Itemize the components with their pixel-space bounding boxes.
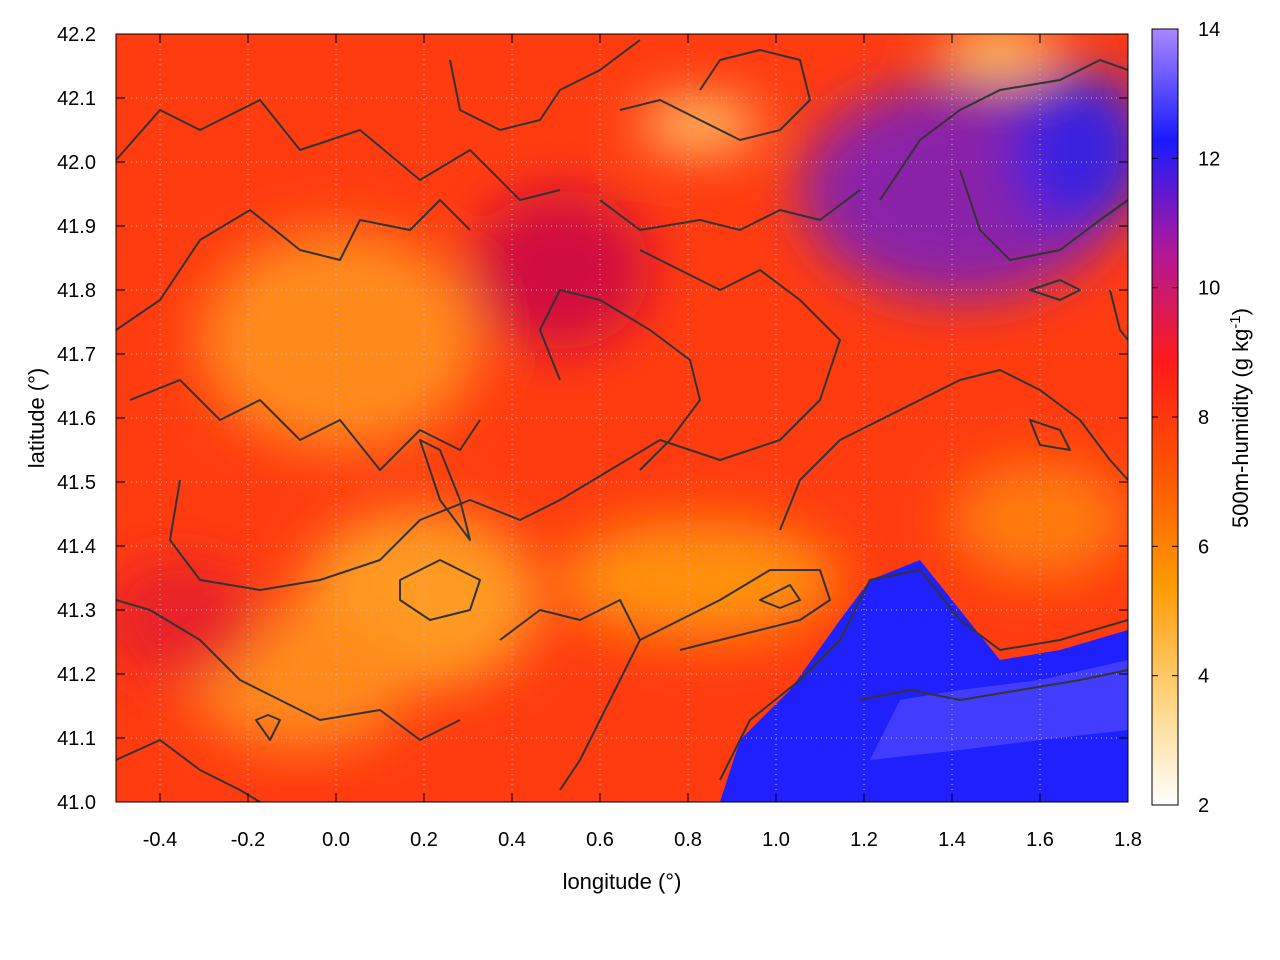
contour-line bbox=[719, 569, 1128, 781]
contour-line bbox=[779, 369, 1128, 531]
colorbar-title-end: ) bbox=[1228, 308, 1253, 315]
contour-line bbox=[116, 739, 261, 802]
y-tick-label: 42.2 bbox=[57, 24, 96, 46]
contour-line bbox=[116, 199, 471, 331]
contour-line bbox=[116, 599, 461, 741]
x-tick-label: 1.4 bbox=[938, 829, 966, 851]
y-tick-label: 41.3 bbox=[57, 600, 96, 622]
contour-line bbox=[759, 584, 801, 609]
colorbar: 2 4 6 8 10 12 14 500m-humidity (g kg-1) bbox=[1151, 19, 1253, 817]
x-tick-label: 0.2 bbox=[410, 829, 438, 851]
dry-patch bbox=[940, 34, 1060, 75]
colorbar-tick-label: 4 bbox=[1198, 666, 1209, 688]
y-tick-label: 41.1 bbox=[57, 728, 96, 750]
y-axis-title: latitude (°) bbox=[24, 368, 49, 469]
contour-line bbox=[959, 169, 1128, 261]
y-tick-label: 41.2 bbox=[57, 664, 96, 686]
terrain-contours bbox=[116, 39, 1128, 802]
moist-patch bbox=[1010, 70, 1128, 230]
y-tick-label: 41.5 bbox=[57, 472, 96, 494]
contour-line bbox=[129, 379, 481, 471]
y-tick-label: 42.0 bbox=[57, 152, 96, 174]
contour-line bbox=[599, 189, 861, 231]
y-tick-label: 41.9 bbox=[57, 216, 96, 238]
dry-patch bbox=[950, 460, 1128, 580]
dry-patch bbox=[560, 520, 840, 640]
x-tick-label: -0.2 bbox=[231, 829, 265, 851]
x-axis: -0.4 -0.2 0.0 0.2 0.4 0.6 0.8 1.0 1.2 1.4 1.6 1.8 bbox=[143, 34, 1142, 851]
x-tick-label: 1.2 bbox=[850, 829, 878, 851]
y-tick-label: 41.6 bbox=[57, 408, 96, 430]
contour-line bbox=[399, 559, 481, 621]
y-tick-label: 41.4 bbox=[57, 536, 96, 558]
contour-line bbox=[539, 289, 701, 471]
moist-patch bbox=[116, 560, 260, 680]
contour-line bbox=[116, 99, 561, 201]
colorbar-tick-label: 10 bbox=[1198, 278, 1220, 300]
x-tick-label: 0.8 bbox=[674, 829, 702, 851]
dry-patch bbox=[640, 100, 760, 150]
y-tick-label: 41.8 bbox=[57, 280, 96, 302]
contour-line bbox=[255, 714, 281, 741]
colorbar-tick-label: 8 bbox=[1198, 407, 1209, 429]
colorbar-tick-label: 14 bbox=[1198, 19, 1220, 41]
contour-line bbox=[449, 39, 641, 131]
x-tick-label: 0.0 bbox=[322, 829, 350, 851]
x-tick-label: 1.6 bbox=[1026, 829, 1054, 851]
humidity-field bbox=[116, 34, 1128, 802]
colorbar-ticks: 2 4 6 8 10 12 14 bbox=[1152, 19, 1220, 817]
x-tick-label: 0.6 bbox=[586, 829, 614, 851]
colorbar-title-main: 500m-humidity (g kg bbox=[1228, 329, 1253, 528]
colorbar-title-sup: -1 bbox=[1227, 315, 1244, 328]
contour-line bbox=[859, 669, 1128, 701]
colorbar-tick-label: 12 bbox=[1198, 148, 1220, 170]
colorbar-tick-label: 6 bbox=[1198, 536, 1209, 558]
contour-line bbox=[1109, 289, 1128, 341]
y-tick-label: 42.1 bbox=[57, 88, 96, 110]
contour-line bbox=[169, 249, 841, 591]
y-axis: 41.0 41.1 41.2 41.3 41.4 41.5 41.6 41.7 41.8 41.9… bbox=[57, 24, 1128, 814]
grid-lines bbox=[116, 34, 1128, 802]
moist-patch bbox=[470, 190, 650, 350]
dry-patch bbox=[200, 230, 480, 450]
y-tick-label: 41.0 bbox=[57, 792, 96, 814]
contour-line bbox=[619, 49, 811, 141]
contour-line bbox=[879, 59, 1128, 201]
moist-plume-core bbox=[870, 660, 1128, 760]
x-tick-label: 1.0 bbox=[762, 829, 790, 851]
contour-line bbox=[1029, 419, 1071, 451]
contour-line bbox=[419, 439, 471, 541]
x-axis-title: longitude (°) bbox=[563, 869, 682, 894]
colorbar-tick-label: 2 bbox=[1198, 795, 1209, 817]
contour-line bbox=[639, 569, 831, 651]
x-tick-label: 1.8 bbox=[1114, 829, 1142, 851]
colorbar-title: 500m-humidity (g kg-1) bbox=[1227, 308, 1253, 528]
x-tick-label: -0.4 bbox=[143, 829, 177, 851]
y-tick-label: 41.7 bbox=[57, 344, 96, 366]
contour-line bbox=[1029, 279, 1081, 301]
x-tick-label: 0.4 bbox=[498, 829, 526, 851]
